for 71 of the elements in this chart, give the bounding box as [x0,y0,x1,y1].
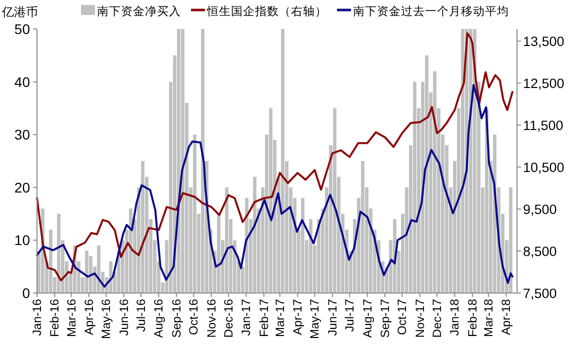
bar [333,108,336,293]
x-tick-label: Feb-18 [465,298,480,338]
bar [97,245,100,293]
x-tick-label: Oct-16 [186,298,201,336]
x-tick-label: Aug-16 [152,298,166,338]
bar [85,250,88,293]
y-tick-label: 0 [22,285,30,301]
x-tick-label: Mar-16 [64,298,78,338]
y-axis-title: 亿港币 [1,5,38,19]
x-tick-label: Feb-16 [48,298,62,338]
x-tick-label: Sep-17 [378,298,392,338]
bar [281,29,284,293]
bar [425,55,428,293]
x-tick-label: Nov-17 [412,298,427,338]
x-tick-label: Jan-16 [30,298,44,336]
bar [269,108,272,293]
bar [109,261,112,293]
y-tick-label: 50 [14,21,30,37]
x-tick-label: Jun-16 [116,298,131,336]
bar [193,134,196,293]
x-tick-label: Apr-16 [82,298,96,336]
x-tick-label: Jan-18 [448,298,462,336]
y2-tick-label: 11,500 [523,118,564,134]
x-tick-label: Dec-17 [430,298,444,338]
y2-tick-label: 13,500 [523,34,564,50]
bar [57,214,60,293]
x-tick-label: Nov-16 [204,298,218,338]
y2-tick-label: 9,500 [523,202,557,218]
x-tick-label: Jun-17 [325,298,340,336]
bar [217,214,220,293]
bar [433,71,436,293]
legend-label: 南下资金过去一个月移动平均 [353,5,509,18]
x-tick-label: Dec-16 [221,298,236,338]
bar [413,82,416,293]
x-tick-label: Aug-17 [360,298,374,338]
y2-tick-label: 8,500 [523,244,557,260]
x-tick-label: Jul-16 [134,298,148,332]
bar [309,219,312,293]
x-tick-label: Jul-17 [342,298,357,332]
bar [301,198,304,293]
y2-tick-label: 10,500 [523,160,564,176]
y-tick-label: 20 [14,179,30,196]
bar [201,29,204,293]
x-tick-label: Jan-17 [239,298,254,336]
x-tick-label: Apr-17 [290,298,305,336]
x-tick-label: May-16 [99,298,114,340]
bar [253,176,256,293]
y-tick-label: 10 [14,232,30,248]
x-tick-label: May-17 [308,298,322,340]
bar [129,208,132,293]
x-tick-label: Mar-18 [481,298,496,338]
x-tick-label: Mar-17 [272,298,287,338]
bar [177,29,180,293]
x-tick-label: Feb-17 [256,298,271,338]
x-tick-label: Oct-17 [395,298,410,336]
y2-tick-label: 7,500 [523,286,557,301]
legend-label: 恒生国企指数（右轴） [206,5,327,18]
bar [49,230,52,293]
bar [361,161,364,293]
x-tick-label: Apr-18 [499,298,514,336]
bar [461,29,464,293]
x-tick-label: Sep-16 [169,298,184,338]
bar [509,187,512,293]
y2-tick-label: 12,500 [523,76,564,92]
bar [469,29,472,293]
legend-label: 南下资金净买入 [97,4,181,18]
bar [181,29,184,293]
y-tick-label: 40 [14,74,30,90]
y-tick-label: 30 [14,126,30,143]
bar [141,161,144,293]
bar [225,187,228,293]
